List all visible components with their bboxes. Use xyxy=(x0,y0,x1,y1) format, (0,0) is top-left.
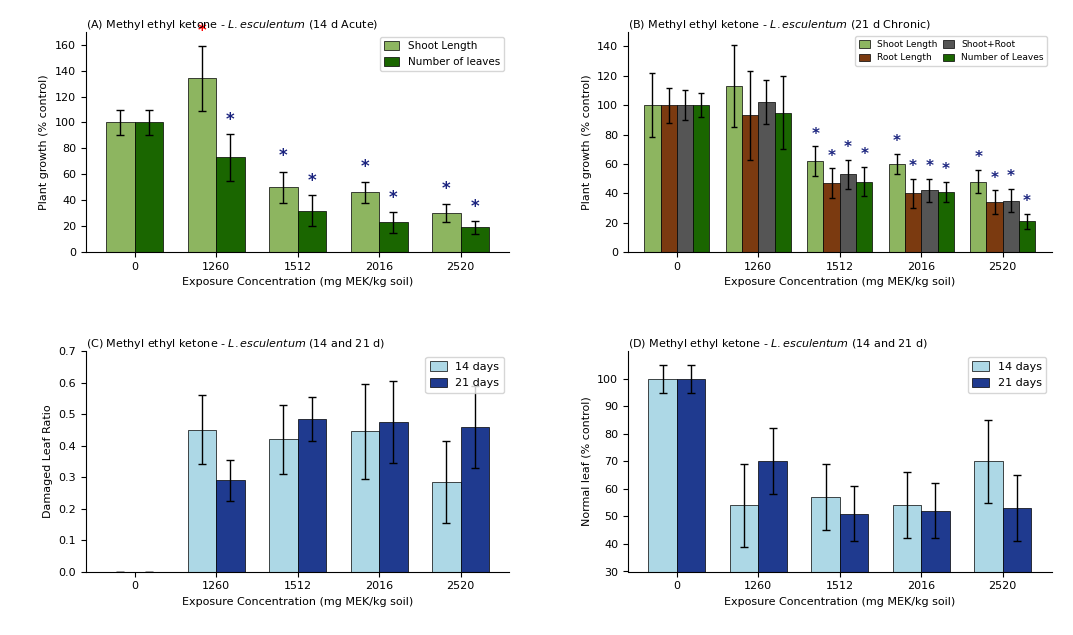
Bar xyxy=(188,78,216,252)
Text: *: * xyxy=(1006,170,1015,185)
Text: *: * xyxy=(197,22,206,39)
Y-axis label: Plant growth (% control): Plant growth (% control) xyxy=(582,74,591,210)
Text: *: * xyxy=(811,127,820,142)
Legend: Shoot Length, Root Length, Shoot+Root, Number of Leaves: Shoot Length, Root Length, Shoot+Root, N… xyxy=(855,36,1047,66)
Legend: 14 days, 21 days: 14 days, 21 days xyxy=(968,357,1046,393)
X-axis label: Exposure Concentration (mg MEK/kg soil): Exposure Concentration (mg MEK/kg soil) xyxy=(182,277,413,287)
Bar xyxy=(922,190,938,252)
Text: *: * xyxy=(893,134,900,149)
Bar xyxy=(1002,201,1019,252)
Bar xyxy=(856,182,872,252)
Bar xyxy=(775,112,791,252)
Text: *: * xyxy=(389,189,398,207)
Bar xyxy=(974,462,1002,635)
Text: *: * xyxy=(279,147,288,165)
Bar xyxy=(922,511,950,635)
Text: *: * xyxy=(226,111,235,129)
Text: *: * xyxy=(361,157,369,176)
Bar xyxy=(893,505,922,635)
Y-axis label: Plant growth (% control): Plant growth (% control) xyxy=(40,74,49,210)
X-axis label: Exposure Concentration (mg MEK/kg soil): Exposure Concentration (mg MEK/kg soil) xyxy=(724,597,955,607)
Bar xyxy=(297,211,326,252)
Bar xyxy=(432,213,460,252)
Text: (C) Methyl ethyl ketone - $\it{L. esculentum}$ (14 and 21 d): (C) Methyl ethyl ketone - $\it{L. escule… xyxy=(86,337,385,351)
Text: *: * xyxy=(308,172,317,190)
Bar xyxy=(648,378,677,635)
Legend: Shoot Length, Number of leaves: Shoot Length, Number of leaves xyxy=(380,37,504,71)
Text: *: * xyxy=(1023,194,1031,210)
Bar xyxy=(379,222,408,252)
Bar xyxy=(1002,508,1031,635)
Bar xyxy=(938,192,954,252)
Bar xyxy=(743,116,759,252)
Bar xyxy=(677,378,705,635)
X-axis label: Exposure Concentration (mg MEK/kg soil): Exposure Concentration (mg MEK/kg soil) xyxy=(182,597,413,607)
Bar xyxy=(1019,221,1035,252)
Text: *: * xyxy=(470,197,479,216)
Bar xyxy=(216,480,245,572)
Text: *: * xyxy=(827,149,836,164)
Bar xyxy=(823,183,840,252)
Bar xyxy=(351,192,379,252)
Bar xyxy=(269,187,297,252)
X-axis label: Exposure Concentration (mg MEK/kg soil): Exposure Concentration (mg MEK/kg soil) xyxy=(724,277,955,287)
Y-axis label: Damaged Leaf Ratio: Damaged Leaf Ratio xyxy=(43,404,53,518)
Bar xyxy=(188,430,216,572)
Bar xyxy=(693,105,709,252)
Bar xyxy=(432,482,460,572)
Bar xyxy=(460,227,489,252)
Bar xyxy=(460,427,489,572)
Bar xyxy=(379,422,408,572)
Legend: 14 days, 21 days: 14 days, 21 days xyxy=(425,357,504,393)
Text: *: * xyxy=(925,159,934,174)
Bar xyxy=(905,193,922,252)
Bar xyxy=(106,123,135,252)
Bar xyxy=(759,102,775,252)
Bar xyxy=(351,431,379,572)
Bar xyxy=(725,86,743,252)
Bar xyxy=(677,105,693,252)
Text: *: * xyxy=(974,150,982,165)
Text: (A) Methyl ethyl ketone - $\it{L. esculentum}$ (14 d Acute): (A) Methyl ethyl ketone - $\it{L. escule… xyxy=(86,18,378,32)
Bar xyxy=(970,182,986,252)
Text: *: * xyxy=(861,147,868,163)
Bar xyxy=(269,439,297,572)
Text: *: * xyxy=(909,159,917,174)
Bar xyxy=(811,497,840,635)
Bar xyxy=(840,174,856,252)
Bar xyxy=(644,105,661,252)
Text: (B) Methyl ethyl ketone - $\it{L. esculentum}$ (21 d Chronic): (B) Methyl ethyl ketone - $\it{L. escule… xyxy=(628,18,930,32)
Text: *: * xyxy=(843,140,852,155)
Bar xyxy=(216,157,245,252)
Bar xyxy=(730,505,759,635)
Bar xyxy=(759,462,787,635)
Bar xyxy=(986,202,1002,252)
Y-axis label: Normal leaf (% control): Normal leaf (% control) xyxy=(582,396,591,526)
Bar xyxy=(807,161,823,252)
Bar xyxy=(840,514,868,635)
Text: *: * xyxy=(442,180,451,197)
Bar xyxy=(888,164,905,252)
Text: (D) Methyl ethyl ketone - $\it{L. esculentum}$ (14 and 21 d): (D) Methyl ethyl ketone - $\it{L. escule… xyxy=(628,337,928,351)
Bar xyxy=(661,105,677,252)
Text: *: * xyxy=(990,171,999,186)
Bar xyxy=(297,419,326,572)
Text: *: * xyxy=(942,162,950,177)
Bar xyxy=(135,123,163,252)
